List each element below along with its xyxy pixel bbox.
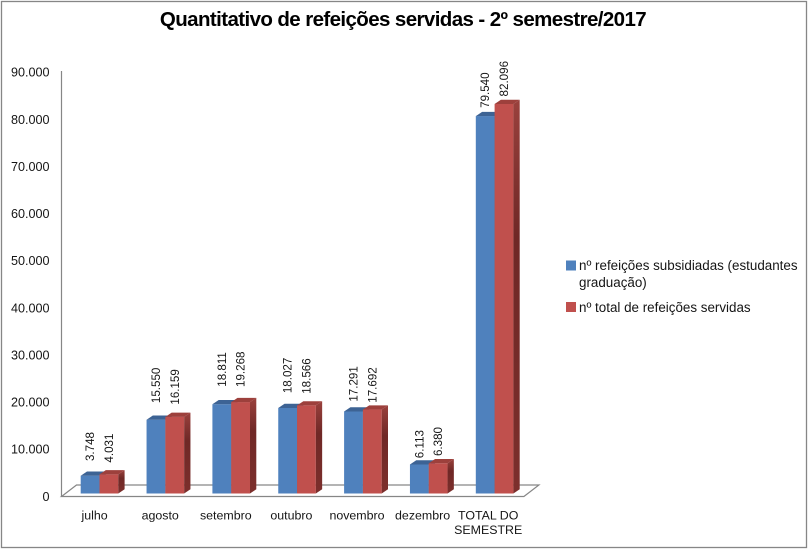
svg-text:SEMESTRE: SEMESTRE [454, 523, 522, 537]
svg-text:dezembro: dezembro [395, 509, 450, 523]
svg-text:60.000: 60.000 [11, 207, 50, 221]
svg-text:outubro: outubro [270, 509, 312, 523]
svg-text:80.000: 80.000 [11, 113, 50, 127]
svg-text:6.113: 6.113 [413, 430, 426, 458]
svg-text:TOTAL DO: TOTAL DO [458, 509, 519, 523]
svg-text:10.000: 10.000 [11, 443, 50, 457]
svg-text:nº refeições subsidiadas (estu: nº refeições subsidiadas (estudantes [579, 258, 798, 273]
svg-text:setembro: setembro [200, 509, 252, 523]
svg-text:agosto: agosto [142, 509, 179, 523]
svg-text:30.000: 30.000 [11, 348, 50, 362]
svg-text:18.566: 18.566 [300, 358, 313, 393]
svg-text:novembro: novembro [329, 509, 384, 523]
svg-text:40.000: 40.000 [11, 301, 50, 315]
svg-text:90.000: 90.000 [11, 66, 50, 80]
svg-text:18.027: 18.027 [282, 358, 295, 393]
svg-text:15.550: 15.550 [150, 368, 163, 403]
svg-text:50.000: 50.000 [11, 254, 50, 268]
svg-text:0: 0 [42, 490, 49, 504]
svg-text:17.291: 17.291 [348, 366, 361, 401]
svg-text:82.096: 82.096 [498, 61, 511, 96]
svg-text:20.000: 20.000 [11, 396, 50, 410]
svg-text:79.540: 79.540 [479, 72, 492, 107]
svg-text:nº total de refeições servidas: nº total de refeições servidas [579, 300, 751, 315]
svg-text:graduação): graduação) [579, 275, 647, 290]
svg-text:julho: julho [81, 509, 108, 523]
svg-text:6.380: 6.380 [432, 427, 445, 456]
svg-text:3.748: 3.748 [84, 432, 97, 461]
svg-text:16.159: 16.159 [169, 369, 182, 404]
svg-text:18.811: 18.811 [216, 352, 229, 387]
svg-text:70.000: 70.000 [11, 160, 50, 174]
svg-text:17.692: 17.692 [366, 367, 379, 402]
svg-text:Quantitativo de refeições serv: Quantitativo de refeições servidas - 2º … [160, 8, 646, 31]
svg-text:4.031: 4.031 [103, 434, 116, 463]
svg-text:19.268: 19.268 [235, 352, 248, 387]
